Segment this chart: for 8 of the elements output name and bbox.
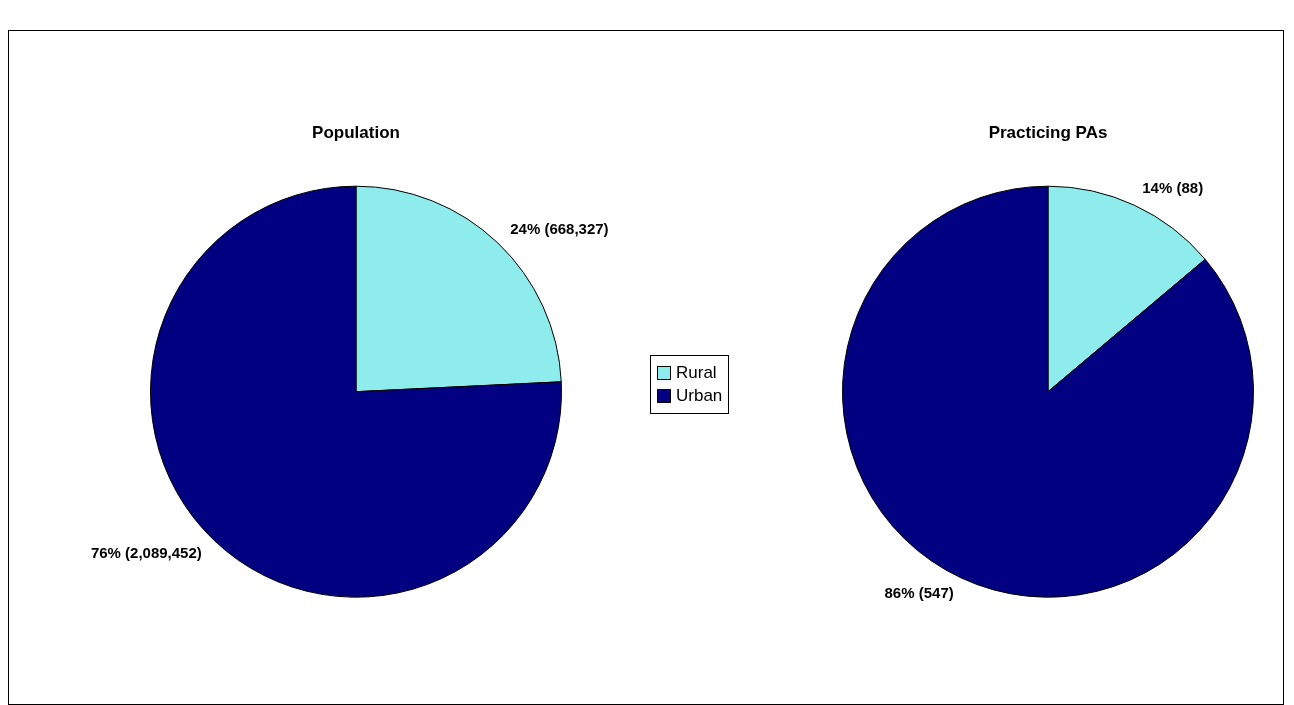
chart-title: Population (312, 122, 400, 142)
legend-label: Urban (676, 386, 723, 406)
data-label: 14% (88) (1142, 179, 1204, 197)
legend-label: Rural (676, 363, 717, 383)
data-label: 76% (2,089,452) (90, 543, 202, 561)
data-label: 86% (547) (884, 584, 954, 602)
chart-title: Practicing PAs (988, 122, 1108, 142)
data-label: 24% (668,327) (510, 220, 609, 238)
